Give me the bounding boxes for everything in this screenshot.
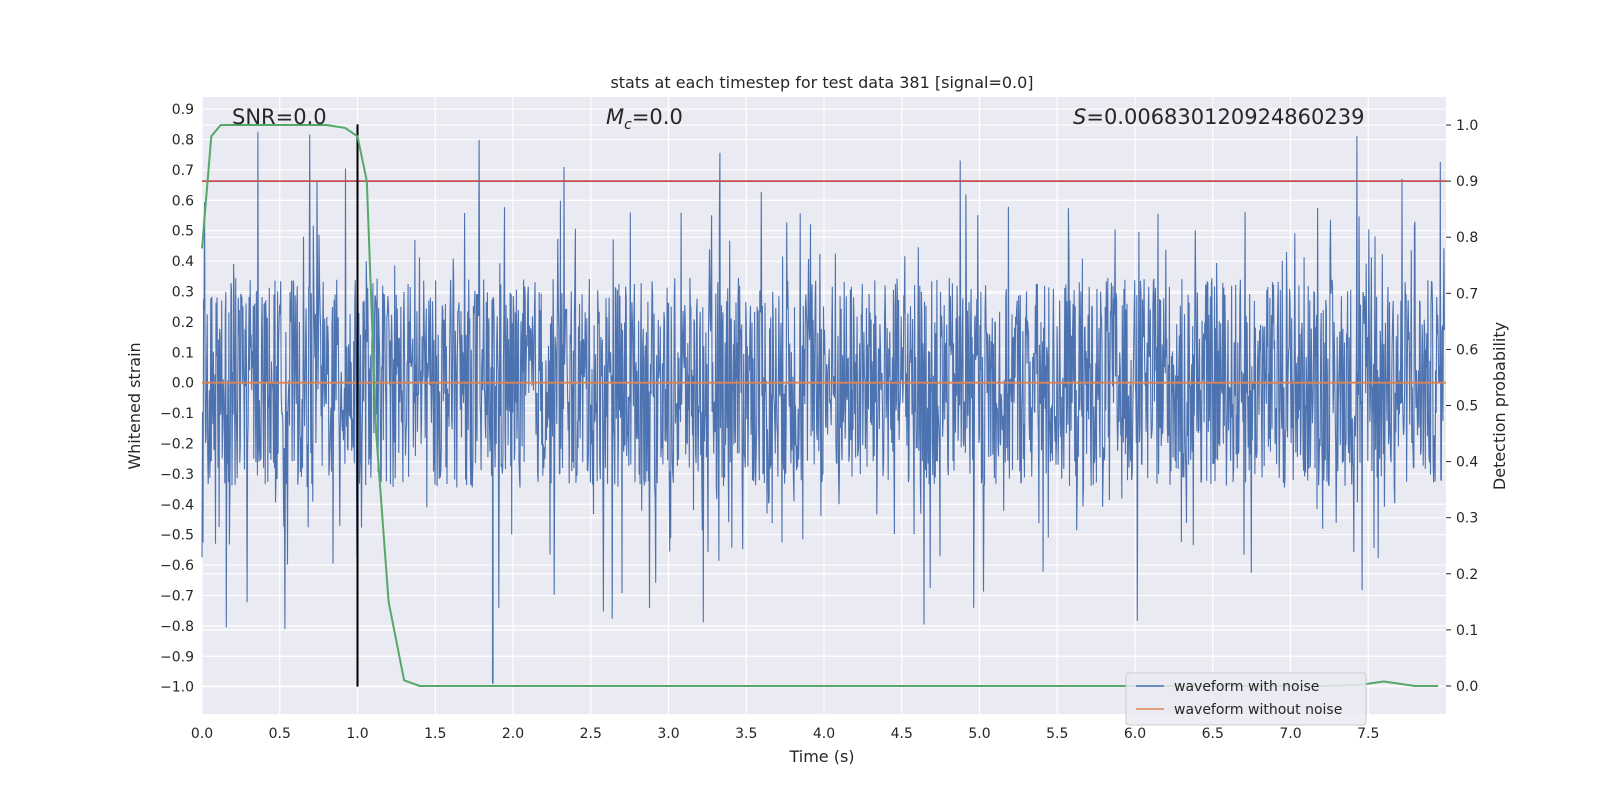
x-tick-labels: 0.0 0.5 1.0 1.5 2.0 2.5 3.0 3.5 4.0 4.5 5.0 5.5 6.0 6… xyxy=(191,726,1380,742)
detection-probability-line xyxy=(201,124,1439,687)
y-tick-label: −0.7 xyxy=(160,588,194,604)
y-tick-label: 0.0 xyxy=(172,376,194,392)
chirp-mass-subscript: c xyxy=(624,117,632,133)
chart-title: stats at each timestep for test data 381… xyxy=(610,73,1033,92)
y-tick-label: −0.3 xyxy=(160,467,194,483)
chirp-mass-symbol: M xyxy=(606,105,624,129)
s-value: =0.006830120924860239 xyxy=(1086,105,1364,129)
x-tick-label: 5.5 xyxy=(1046,726,1068,742)
y-tick-label: −0.9 xyxy=(160,649,194,665)
y2-tick-label: 0.7 xyxy=(1456,286,1478,302)
snr-annotation: SNR=0.0 xyxy=(232,105,327,129)
y-tick-label: 0.4 xyxy=(172,254,194,270)
x-tick-label: 2.0 xyxy=(502,726,524,742)
y2-tick-label: 0.5 xyxy=(1456,399,1478,415)
x-tick-label: 7.5 xyxy=(1357,726,1379,742)
x-axis-label: Time (s) xyxy=(788,747,854,766)
y2-tick-label: 0.3 xyxy=(1456,511,1478,527)
y-tick-label: −0.5 xyxy=(160,528,194,544)
y-tick-label: 0.3 xyxy=(172,285,194,301)
y-tick-label: 0.6 xyxy=(172,193,194,209)
x-tick-label: 5.0 xyxy=(968,726,990,742)
x-tick-label: 1.5 xyxy=(424,726,446,742)
s-symbol: S xyxy=(1073,105,1086,129)
y-tick-label: −0.8 xyxy=(160,619,194,635)
x-tick-label: 0.5 xyxy=(269,726,291,742)
waveform-with-noise-line xyxy=(201,131,1445,630)
y-axis-label: Whitened strain xyxy=(125,342,144,469)
x-tick-label: 2.5 xyxy=(580,726,602,742)
x-tick-label: 3.0 xyxy=(657,726,679,742)
y-tick-label: 0.1 xyxy=(172,345,194,361)
noise-waveform-series xyxy=(201,131,1445,684)
y-tick-label: 0.5 xyxy=(172,224,194,240)
x-tick-label: 1.0 xyxy=(346,726,368,742)
line-series-group xyxy=(201,124,1446,687)
x-tick-label: 3.5 xyxy=(735,726,757,742)
x-tick-label: 4.5 xyxy=(891,726,913,742)
x-tick-label: 6.5 xyxy=(1202,726,1224,742)
y-tick-label: −0.6 xyxy=(160,558,194,574)
chirp-mass-value: =0.0 xyxy=(632,105,683,129)
y2-tick-label: 0.6 xyxy=(1456,342,1478,358)
y2-tick-label: 0.8 xyxy=(1456,230,1478,246)
y-tick-label: 0.9 xyxy=(172,102,194,118)
y-tick-label: −1.0 xyxy=(160,680,194,696)
y-tick-label: −0.1 xyxy=(160,406,194,422)
legend-box xyxy=(1125,672,1367,726)
chirp-mass-annotation: Mc=0.0 xyxy=(606,105,683,133)
y2-axis-label: Detection probability xyxy=(1490,322,1509,490)
legend: waveform with noise waveform without noi… xyxy=(1125,672,1367,726)
y2-tick-label: 0.4 xyxy=(1456,455,1478,471)
x-tick-label: 6.0 xyxy=(1124,726,1146,742)
y-tick-label: −0.2 xyxy=(160,436,194,452)
y2-tick-labels: 1.0 0.9 0.8 0.7 0.6 0.5 0.4 0.3 0.2 0.1 0.0 xyxy=(1446,118,1478,695)
y2-tick-label: 0.9 xyxy=(1456,174,1478,190)
y-tick-labels: 0.9 0.8 0.7 0.6 0.5 0.4 0.3 0.2 0.1 0.0 −0.1 −0.2 −0… xyxy=(160,102,194,695)
s-annotation: S=0.006830120924860239 xyxy=(1073,105,1364,129)
y2-tick-label: 1.0 xyxy=(1456,118,1478,134)
x-tick-label: 0.0 xyxy=(191,726,213,742)
y-tick-label: 0.7 xyxy=(172,163,194,179)
x-tick-label: 7.0 xyxy=(1279,726,1301,742)
legend-label-waveform-without-noise: waveform without noise xyxy=(1174,702,1342,718)
x-tick-label: 4.0 xyxy=(813,726,835,742)
y-tick-label: 0.2 xyxy=(172,315,194,331)
y-tick-label: −0.4 xyxy=(160,497,194,513)
y2-tick-label: 0.2 xyxy=(1456,567,1478,583)
y-tick-label: 0.8 xyxy=(172,133,194,149)
y2-tick-label: 0.0 xyxy=(1456,679,1478,695)
legend-label-waveform-with-noise: waveform with noise xyxy=(1174,679,1319,695)
y2-tick-label: 0.1 xyxy=(1456,623,1478,639)
